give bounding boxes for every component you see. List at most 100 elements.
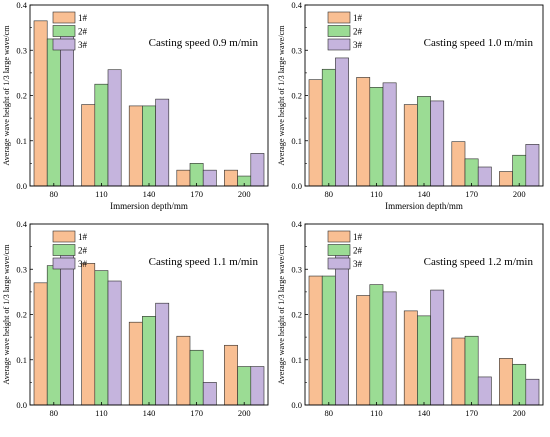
bar-1-170 — [176, 169, 191, 187]
bar-3-140 — [430, 289, 445, 406]
chart-panel-2: 0.0 0.1 0.2 0.3 0.4 80 110 140 170 200 Average wav… — [0, 219, 275, 437]
bar-2-170 — [189, 349, 204, 406]
legend-label: 1# — [353, 13, 363, 23]
bar-3-80 — [60, 31, 74, 187]
chart-svg: 0.0 0.1 0.2 0.3 0.4 80 110 140 170 200 Average wav… — [2, 219, 269, 418]
bar-1-200 — [224, 344, 238, 406]
legend-label: 1# — [353, 232, 363, 242]
bar-3-140 — [155, 302, 170, 406]
bar-1-170 — [451, 141, 466, 187]
y-tick-label: 0.0 — [16, 400, 27, 410]
y-tick-label: 0.4 — [16, 0, 27, 10]
x-tick-label: 140 — [418, 189, 431, 199]
y-tick-label: 0.2 — [291, 310, 302, 320]
bar-3-200 — [250, 153, 265, 187]
legend-swatch — [52, 38, 76, 51]
x-tick-label: 110 — [370, 189, 382, 199]
y-axis-label: Average wave height of 1/3 large wave/cm — [2, 244, 11, 385]
y-axis-label: Average wave height of 1/3 large wave/cm — [277, 244, 286, 385]
legend-label: 2# — [78, 27, 88, 37]
legend-swatch — [52, 25, 76, 37]
bar-3-140 — [155, 98, 170, 187]
y-tick-label: 0.1 — [291, 355, 302, 365]
legend-label: 2# — [353, 27, 363, 37]
x-tick-label: 80 — [50, 408, 59, 418]
y-tick-label: 0.3 — [291, 264, 302, 274]
y-tick-label: 0.0 — [291, 181, 302, 191]
bar-1-110 — [81, 263, 96, 406]
legend-label: 1# — [78, 232, 88, 242]
legend-swatch — [327, 11, 351, 24]
bar-1-110 — [356, 295, 371, 406]
y-tick-label: 0.1 — [16, 355, 27, 365]
bar-2-200 — [512, 363, 527, 406]
bar-2-140 — [142, 105, 156, 187]
y-tick-label: 0.4 — [291, 0, 302, 10]
bar-1-80 — [308, 275, 323, 406]
legend-swatch — [327, 257, 351, 270]
legend-label: 2# — [353, 246, 363, 256]
y-tick-label: 0.0 — [16, 181, 27, 191]
legend-swatch — [52, 11, 76, 24]
y-tick-label: 0.1 — [291, 136, 302, 146]
bar-3-200 — [525, 378, 540, 406]
y-tick-label: 0.0 — [291, 400, 302, 410]
bar-2-80 — [46, 38, 61, 187]
chart-title: Casting speed 0.9 m/min — [149, 37, 259, 49]
chart-panel-0: 0.0 0.1 0.2 0.3 0.4 80 110 140 170 200 Immersion d… — [0, 0, 275, 218]
legend-swatch — [52, 230, 76, 243]
x-axis-label: Immersion depth/mm — [110, 201, 188, 211]
chart-panel-3: 0.0 0.1 0.2 0.3 0.4 80 110 140 170 200 Average wav… — [275, 219, 550, 437]
bar-3-80 — [60, 249, 74, 406]
x-tick-label: 80 — [50, 189, 59, 199]
bar-2-200 — [512, 154, 527, 187]
x-tick-label: 140 — [143, 189, 156, 199]
bar-1-200 — [499, 358, 513, 406]
x-tick-label: 200 — [238, 408, 251, 418]
bar-1-80 — [308, 79, 323, 187]
bar-2-110 — [369, 87, 384, 187]
chart-svg: 0.0 0.1 0.2 0.3 0.4 80 110 140 170 200 Immersion d… — [2, 0, 269, 211]
bar-1-140 — [128, 105, 143, 187]
bar-2-110 — [94, 270, 109, 406]
chart-title: Casting speed 1.0 m/min — [424, 37, 534, 49]
legend-label: 2# — [78, 246, 88, 256]
bar-3-110 — [107, 280, 122, 406]
bar-3-170 — [202, 382, 217, 406]
bar-1-140 — [403, 310, 418, 406]
x-tick-label: 170 — [190, 189, 203, 199]
bar-2-80 — [46, 265, 61, 406]
legend-swatch — [327, 230, 351, 243]
x-tick-label: 170 — [190, 408, 203, 418]
bar-2-200 — [237, 366, 252, 406]
bar-3-170 — [477, 376, 492, 406]
legend-label: 3# — [78, 259, 88, 269]
bar-1-200 — [224, 169, 238, 187]
y-axis-label: Average wave height of 1/3 large wave/cm — [2, 25, 11, 166]
y-tick-label: 0.2 — [16, 310, 27, 320]
legend-swatch — [52, 244, 76, 256]
y-tick-label: 0.3 — [291, 45, 302, 55]
x-tick-label: 110 — [95, 408, 107, 418]
bar-2-140 — [417, 315, 431, 406]
bar-2-80 — [321, 68, 336, 187]
x-tick-label: 110 — [95, 189, 107, 199]
chart-title: Casting speed 1.1 m/min — [149, 256, 259, 268]
x-tick-label: 80 — [325, 189, 334, 199]
y-tick-label: 0.4 — [291, 219, 302, 229]
bar-3-80 — [335, 57, 349, 187]
y-tick-label: 0.2 — [291, 91, 302, 101]
bar-2-170 — [464, 158, 479, 187]
bar-3-110 — [107, 69, 122, 187]
bar-2-170 — [189, 163, 204, 187]
bar-1-170 — [176, 335, 191, 406]
legend: 1# 2# 3# — [52, 230, 88, 270]
legend-swatch — [327, 25, 351, 37]
bar-1-140 — [403, 104, 418, 187]
y-tick-label: 0.2 — [16, 91, 27, 101]
chart-title: Casting speed 1.2 m/min — [424, 256, 534, 268]
x-tick-label: 200 — [238, 189, 251, 199]
bar-2-110 — [94, 83, 109, 187]
y-tick-label: 0.4 — [16, 219, 27, 229]
legend-label: 3# — [78, 40, 88, 50]
